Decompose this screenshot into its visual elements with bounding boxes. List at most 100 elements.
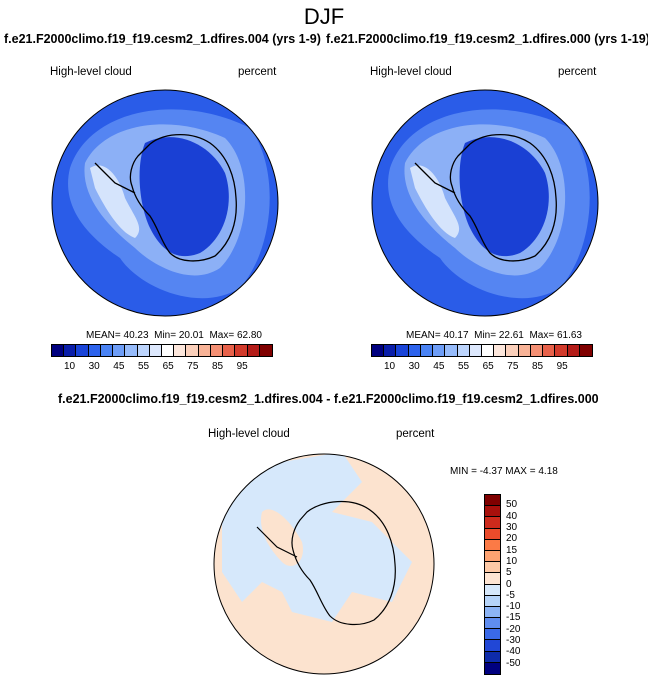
- colorbar-swatch: [485, 640, 500, 652]
- cloud-maximum: [410, 165, 460, 238]
- colorbar-tick-label: 50: [506, 499, 518, 511]
- colorbar-swatch: [485, 595, 500, 607]
- colorbar-swatch: [384, 345, 397, 356]
- colorbar-tick-label: 30: [506, 521, 518, 533]
- colorbar-tick-label: 15: [506, 544, 518, 556]
- colorbar-swatch: [247, 345, 260, 356]
- colorbar-tick-label: 30: [88, 361, 100, 372]
- colorbar-tick-label: -40: [506, 646, 521, 658]
- colorbar-swatch: [485, 495, 500, 507]
- colorbar-tick-label: 85: [531, 361, 544, 372]
- panel-1-variable: High-level cloud: [50, 66, 132, 78]
- diff-colorbar-ticks: 50 40 30 20 15 10 5 0 -5 -10 -15 -20 -30 -40 -50: [506, 494, 536, 675]
- panel-2-variable: High-level cloud: [370, 66, 452, 78]
- colorbar-swatch: [52, 345, 65, 356]
- colorbar-tick-label: 95: [556, 361, 568, 372]
- colorbar-tick-label: 45: [433, 361, 445, 372]
- colorbar-tick-label: -10: [506, 601, 521, 613]
- colorbar-tick-label: -30: [506, 635, 521, 647]
- colorbar-swatch: [485, 562, 500, 574]
- panel-1-title: f.e21.F2000climo.f19_f19.cesm2_1.dfires.…: [4, 32, 321, 46]
- colorbar-swatch: [506, 345, 519, 356]
- colorbar-swatch: [445, 345, 458, 356]
- panel-1-mean: 40.23: [123, 330, 149, 341]
- map-boundary: [371, 89, 599, 317]
- colorbar-swatch: [485, 584, 500, 596]
- colorbar-swatch: [469, 345, 482, 356]
- colorbar-swatch: [223, 345, 236, 356]
- colorbar-swatch: [235, 345, 248, 356]
- colorbar-swatch: [485, 573, 500, 585]
- panel-2-max: 61.63: [556, 330, 582, 341]
- colorbar-swatch: [485, 651, 500, 663]
- colorbar-swatch: [518, 345, 531, 356]
- colorbar-swatch: [485, 629, 500, 641]
- colorbar-swatch: [113, 345, 126, 356]
- panel-1-map: [51, 89, 279, 317]
- colorbar-swatch: [408, 345, 421, 356]
- diff-panel-variable: High-level cloud: [208, 428, 290, 440]
- colorbar-tick-label: 10: [383, 361, 396, 372]
- colorbar-swatch: [485, 539, 500, 551]
- colorbar-tick-label: -50: [506, 657, 521, 669]
- colorbar-tick-label: 5: [506, 567, 512, 579]
- colorbar-swatch: [485, 606, 500, 619]
- colorbar-swatch: [396, 345, 409, 356]
- colorbar-tick-label: 45: [113, 361, 125, 372]
- colorbar-swatch: [137, 345, 150, 356]
- colorbar-swatch: [485, 528, 500, 540]
- antarctica-coastline: [414, 133, 557, 262]
- colorbar-swatch: [149, 345, 162, 356]
- panel-1-stats: MEAN= 40.23 Min= 20.01 Max= 62.80: [86, 330, 262, 341]
- colorbar-swatch: [88, 345, 101, 356]
- diff-panel-title: f.e21.F2000climo.f19_f19.cesm2_1.dfires.…: [58, 392, 599, 406]
- colorbar-swatch: [485, 550, 500, 563]
- colorbar-tick-label: 55: [457, 361, 470, 372]
- colorbar-swatch: [555, 345, 568, 356]
- colorbar-swatch: [530, 345, 544, 356]
- colorbar-swatch: [64, 345, 77, 356]
- colorbar-swatch: [198, 345, 211, 356]
- colorbar-tick-label: 75: [187, 361, 199, 372]
- colorbar-swatch: [481, 345, 495, 356]
- colorbar-tick-label: 20: [506, 533, 518, 545]
- cloud-maximum: [90, 165, 140, 238]
- panel-1-min: 20.01: [178, 330, 204, 341]
- diff-panel-units: percent: [396, 428, 435, 440]
- colorbar-swatch: [420, 345, 434, 356]
- colorbar-tick-label: 10: [506, 555, 518, 567]
- colorbar-tick-label: 40: [506, 510, 518, 522]
- panel-2-map: [371, 89, 599, 317]
- panel-2-colorbar: [371, 344, 593, 357]
- colorbar-swatch: [433, 345, 446, 356]
- colorbar-swatch: [100, 345, 114, 356]
- diff-panel-map: [213, 453, 435, 675]
- colorbar-swatch: [457, 345, 470, 356]
- antarctica-coastline: [94, 133, 237, 262]
- colorbar-swatch: [567, 345, 580, 356]
- colorbar-swatch: [125, 345, 138, 356]
- colorbar-swatch: [76, 345, 89, 356]
- panel-2-title: f.e21.F2000climo.f19_f19.cesm2_1.dfires.…: [326, 32, 648, 46]
- colorbar-swatch: [485, 506, 500, 518]
- antarctic-interior: [459, 137, 549, 257]
- colorbar-swatch: [174, 345, 187, 356]
- colorbar-tick-label: 10: [63, 361, 76, 372]
- panel-2-units: percent: [558, 66, 597, 78]
- colorbar-swatch: [543, 345, 556, 356]
- colorbar-tick-label: 95: [236, 361, 248, 372]
- colorbar-swatch: [485, 662, 500, 674]
- colorbar-swatch: [259, 345, 272, 356]
- colorbar-tick-label: 65: [482, 361, 494, 372]
- colorbar-swatch: [485, 618, 500, 630]
- colorbar-tick-label: 75: [507, 361, 519, 372]
- positive-difference-region: [261, 509, 303, 566]
- colorbar-swatch: [161, 345, 175, 356]
- diff-colorbar: [484, 494, 501, 675]
- colorbar-swatch: [494, 345, 507, 356]
- negative-difference-region: [222, 454, 412, 622]
- colorbar-swatch: [186, 345, 199, 356]
- panel-1-max: 62.80: [236, 330, 262, 341]
- colorbar-tick-label: 55: [137, 361, 150, 372]
- antarctica-coastline: [256, 500, 396, 626]
